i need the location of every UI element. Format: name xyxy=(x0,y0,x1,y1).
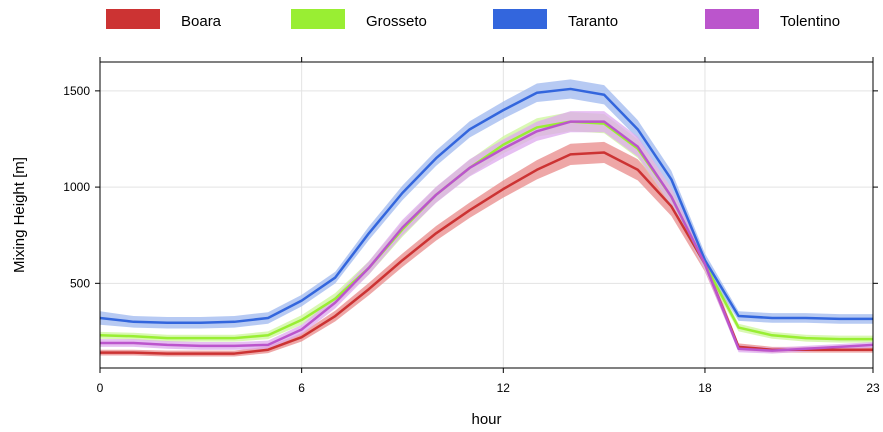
line-taranto xyxy=(99,87,873,325)
line-boara xyxy=(100,151,873,355)
legend-label-taranto: Taranto xyxy=(568,13,618,30)
x-tick-label: 12 xyxy=(497,381,511,395)
legend-label-grosseto: Grosseto xyxy=(366,13,427,30)
y-tick-label: 1500 xyxy=(63,84,90,98)
plot-frame xyxy=(99,61,874,369)
legend-swatch-taranto xyxy=(493,9,547,29)
legend: Boara Grosseto Taranto Tolentino xyxy=(106,9,840,30)
legend-swatch-grosseto xyxy=(291,9,345,29)
band-grosseto xyxy=(100,112,873,343)
legend-label-tolentino: Tolentino xyxy=(780,13,840,30)
legend-swatch-tolentino xyxy=(705,9,759,29)
y-axis-title: Mixing Height [m] xyxy=(11,157,28,273)
line-grosseto xyxy=(99,120,873,341)
legend-swatch-boara xyxy=(106,9,160,29)
x-tick-label: 0 xyxy=(97,381,104,395)
x-tick-label: 6 xyxy=(298,381,305,395)
y-tick-label: 500 xyxy=(70,276,90,290)
x-tick-label: 18 xyxy=(698,381,712,395)
y-tick-label: 1000 xyxy=(63,180,90,194)
axis-ticks: 0 6 12 18 23 500 1000 1500 xyxy=(63,57,880,395)
x-tick-label: 23 xyxy=(866,381,880,395)
line-tolentino xyxy=(100,120,874,352)
series-lines xyxy=(99,87,874,355)
legend-label-boara: Boara xyxy=(181,13,222,30)
x-axis-title: hour xyxy=(471,411,501,428)
